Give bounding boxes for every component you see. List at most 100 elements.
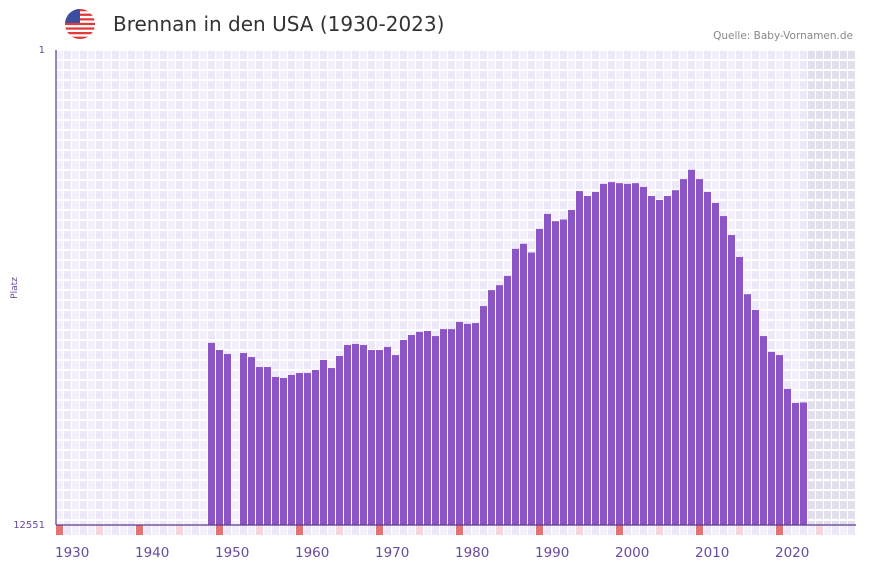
grid-column [368, 50, 376, 525]
year-marker [240, 525, 247, 535]
year-marker [816, 525, 823, 535]
grid-column [176, 50, 184, 525]
bar-1954 [248, 357, 255, 525]
year-marker [312, 525, 319, 535]
grid-column [424, 50, 432, 525]
bar-1990 [536, 228, 543, 526]
year-marker [136, 525, 143, 535]
grid-column [88, 50, 96, 525]
bar-1973 [400, 340, 407, 525]
grid-column [160, 50, 168, 525]
grid-column [336, 50, 344, 525]
grid-column [384, 50, 392, 525]
bar-1971 [384, 346, 391, 525]
grid-column [112, 50, 120, 525]
grid-column [272, 50, 280, 525]
bar-1997 [592, 192, 599, 526]
bar-1966 [344, 344, 351, 525]
grid-column [768, 50, 776, 525]
year-marker [264, 525, 271, 535]
grid-column [792, 50, 800, 525]
y-axis-label: Platz [10, 277, 20, 299]
grid-column [136, 50, 144, 525]
grid-column [328, 50, 336, 525]
grid-column [840, 50, 848, 525]
year-marker [56, 525, 63, 535]
x-tick-label: 2000 [615, 545, 649, 561]
bar-1985 [496, 285, 503, 525]
year-marker [624, 525, 631, 535]
year-marker [632, 525, 639, 535]
bar-1958 [280, 378, 287, 525]
year-marker [552, 525, 559, 535]
grid-column [360, 50, 368, 525]
grid-column [312, 50, 320, 525]
year-marker [392, 525, 399, 535]
grid-column [152, 50, 160, 525]
grid-column [808, 50, 816, 525]
year-marker [592, 525, 599, 535]
bar-1965 [336, 356, 343, 525]
year-marker [440, 525, 447, 535]
bar-1978 [440, 329, 447, 525]
x-tick-label: 1970 [375, 545, 409, 561]
year-marker [496, 525, 503, 535]
year-marker [488, 525, 495, 535]
bar-2020 [776, 355, 783, 525]
grid-column [280, 50, 288, 525]
bar-1987 [512, 248, 519, 525]
bar-1968 [360, 344, 367, 525]
year-marker [664, 525, 671, 535]
grid-column [400, 50, 408, 525]
bar-1988 [520, 243, 527, 525]
bar-2010 [696, 179, 703, 526]
year-marker [248, 525, 255, 535]
bar-2017 [752, 309, 759, 525]
x-tick-label: 1940 [135, 545, 169, 561]
grid-column [448, 50, 456, 525]
year-marker [304, 525, 311, 535]
x-tick-label: 1990 [535, 545, 569, 561]
year-marker [776, 525, 783, 535]
grid-column [288, 50, 296, 525]
grid-column [192, 50, 200, 525]
year-marker [536, 525, 543, 535]
grid-column [352, 50, 360, 525]
grid-column [128, 50, 136, 525]
us-flag-icon [65, 9, 95, 39]
year-marker [744, 525, 751, 535]
bar-1959 [288, 374, 295, 525]
year-marker [376, 525, 383, 535]
year-marker [288, 525, 295, 535]
grid-column [480, 50, 488, 525]
grid-column [800, 50, 808, 525]
year-marker [464, 525, 471, 535]
year-marker [336, 525, 343, 535]
bar-2003 [640, 186, 647, 525]
year-marker [168, 525, 175, 535]
grid-column [320, 50, 328, 525]
bar-2022 [792, 402, 799, 525]
year-marker [720, 525, 727, 535]
bar-1989 [528, 252, 535, 525]
year-marker [544, 525, 551, 535]
bar-1994 [568, 209, 575, 525]
year-marker [608, 525, 615, 535]
bar-1992 [552, 221, 559, 525]
year-marker [648, 525, 655, 535]
year-marker [256, 525, 263, 535]
grid-column [408, 50, 416, 525]
bar-2012 [712, 202, 719, 525]
grid-column [376, 50, 384, 525]
source-link[interactable]: Quelle: Baby-Vornamen.de [713, 30, 853, 42]
grid-column [848, 50, 856, 525]
bar-1980 [456, 321, 463, 525]
bar-2001 [624, 183, 631, 525]
bar-1977 [432, 336, 439, 525]
year-marker [112, 525, 119, 535]
year-marker [64, 525, 71, 535]
year-marker [432, 525, 439, 535]
bar-1998 [600, 183, 607, 525]
